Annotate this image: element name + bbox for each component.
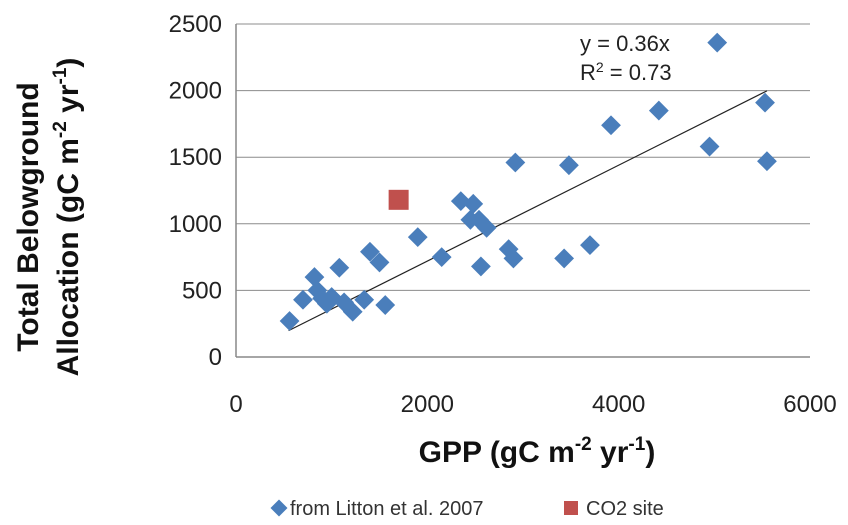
data-point-litton xyxy=(304,267,325,287)
data-point-litton xyxy=(559,155,579,176)
data-point-co2-site xyxy=(388,189,409,210)
y-tick-label: 500 xyxy=(182,277,222,304)
data-point-litton xyxy=(471,256,491,277)
data-point-litton xyxy=(554,248,575,269)
x-axis-title: GPP (gC m-2 yr-1) xyxy=(419,434,656,469)
gridlines xyxy=(236,23,810,291)
data-point-litton xyxy=(699,136,720,157)
legend-marker-square xyxy=(564,501,578,515)
data-point-litton xyxy=(407,227,428,248)
data-point-litton xyxy=(354,289,375,310)
x-tick-label: 6000 xyxy=(783,391,836,418)
data-point-litton xyxy=(360,241,380,262)
data-point-litton xyxy=(463,193,484,214)
data-point-litton xyxy=(342,301,363,322)
data-point-litton xyxy=(329,257,350,278)
y-axis-title-line2: Allocation (gC m-2 yr-1) xyxy=(50,58,85,377)
data-point-litton xyxy=(375,295,396,315)
y-axis-title-line1: Total Belowground xyxy=(12,82,45,351)
y-tick-labels: 0 500 1000 1500 2000 2500 xyxy=(169,11,222,371)
trendline xyxy=(288,90,768,332)
data-point-litton xyxy=(648,100,669,121)
data-point-litton xyxy=(757,151,777,172)
x-tick-label: 2000 xyxy=(401,391,454,418)
legend-marker-diamond xyxy=(270,499,288,517)
trendline-equation: y = 0.36x xyxy=(580,31,670,56)
data-point-litton xyxy=(293,289,313,310)
y-tick-label: 2500 xyxy=(169,11,222,38)
legend-item-co2: CO2 site xyxy=(564,498,664,520)
data-point-litton xyxy=(707,32,728,53)
legend-label-litton: from Litton et al. 2007 xyxy=(290,498,483,520)
y-tick-label: 0 xyxy=(209,344,222,371)
legend-item-litton: from Litton et al. 2007 xyxy=(270,498,483,520)
y-tick-label: 1000 xyxy=(169,211,222,238)
data-point-litton xyxy=(505,152,526,173)
x-tick-labels: 0 2000 4000 6000 xyxy=(229,391,836,418)
data-point-litton xyxy=(369,252,390,273)
data-point-litton xyxy=(431,247,452,267)
data-point-litton xyxy=(476,217,497,238)
x-tick-label: 4000 xyxy=(592,391,645,418)
r-squared-label: R2 = 0.73 xyxy=(580,59,672,85)
legend: from Litton et al. 2007 CO2 site xyxy=(270,498,664,520)
data-points xyxy=(279,32,777,331)
y-tick-label: 2000 xyxy=(169,78,222,105)
x-tick-label: 0 xyxy=(229,391,242,418)
data-point-litton xyxy=(601,115,621,136)
y-tick-label: 1500 xyxy=(169,144,222,171)
data-point-litton xyxy=(279,311,300,331)
y-axis-title: Total Belowground Allocation (gC m-2 yr-… xyxy=(12,58,85,377)
data-point-litton xyxy=(580,235,600,256)
legend-label-co2: CO2 site xyxy=(586,498,664,520)
